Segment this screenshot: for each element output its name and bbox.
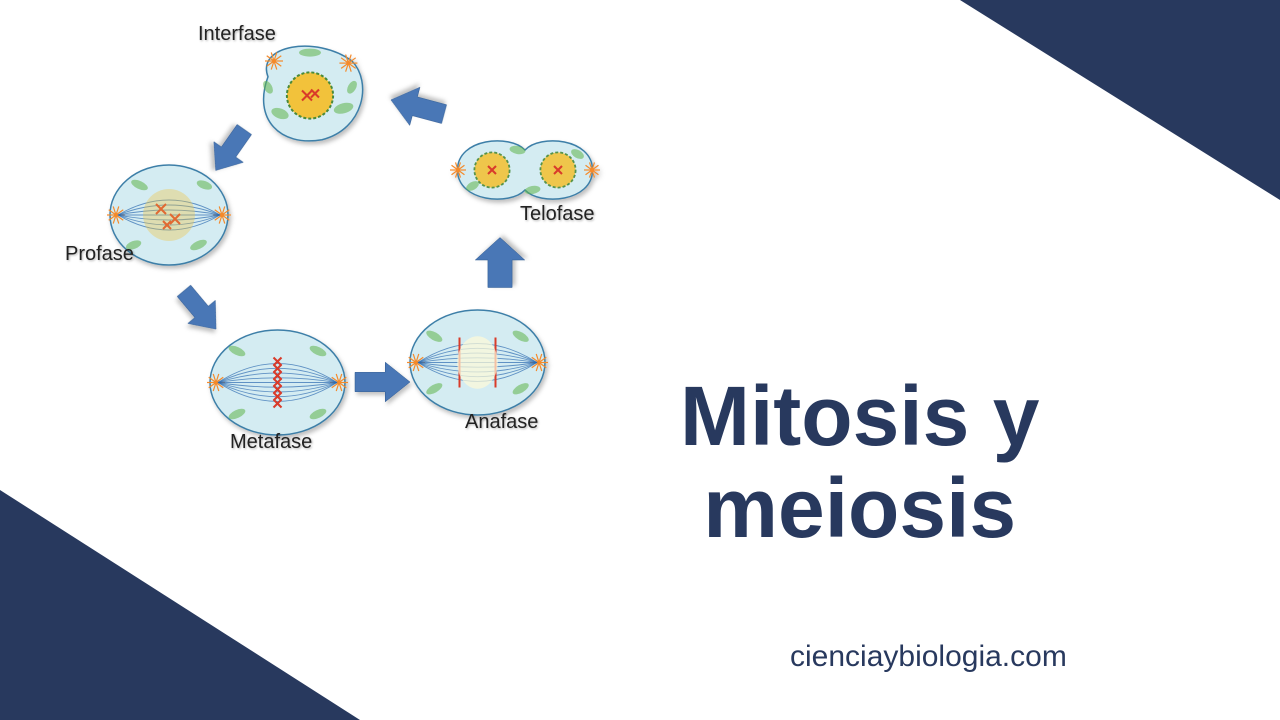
label-interfase: Interfase (198, 23, 276, 45)
label-telofase: Telofase (520, 203, 595, 225)
arrow-telofase-to-interfase (386, 81, 449, 133)
arrow-metafase-to-anafase (355, 362, 410, 402)
diagram-svg: Interfase Profase Metafase Anafase Telofase (60, 10, 680, 480)
arrow-anafase-to-telofase (475, 238, 525, 288)
main-title: Mitosis y meiosis (680, 370, 1039, 555)
label-anafase: Anafase (465, 411, 538, 433)
cell-telofase (450, 141, 600, 199)
mitosis-cycle-diagram: Interfase Profase Metafase Anafase Telofase (60, 10, 680, 480)
title-line2: meiosis (703, 461, 1016, 555)
label-metafase: Metafase (230, 431, 312, 453)
corner-triangle-bottom-left (0, 490, 360, 720)
cell-anafase (407, 310, 548, 415)
subtitle-url: cienciaybiologia.com (790, 640, 1067, 674)
corner-triangle-top-right (960, 0, 1280, 200)
arrow-profase-to-metafase (170, 279, 230, 340)
arrow-interfase-to-profase (201, 119, 259, 181)
label-profase: Profase (65, 243, 134, 265)
cell-metafase (207, 330, 348, 435)
cell-interfase (261, 46, 363, 141)
title-line1: Mitosis y (680, 369, 1039, 463)
